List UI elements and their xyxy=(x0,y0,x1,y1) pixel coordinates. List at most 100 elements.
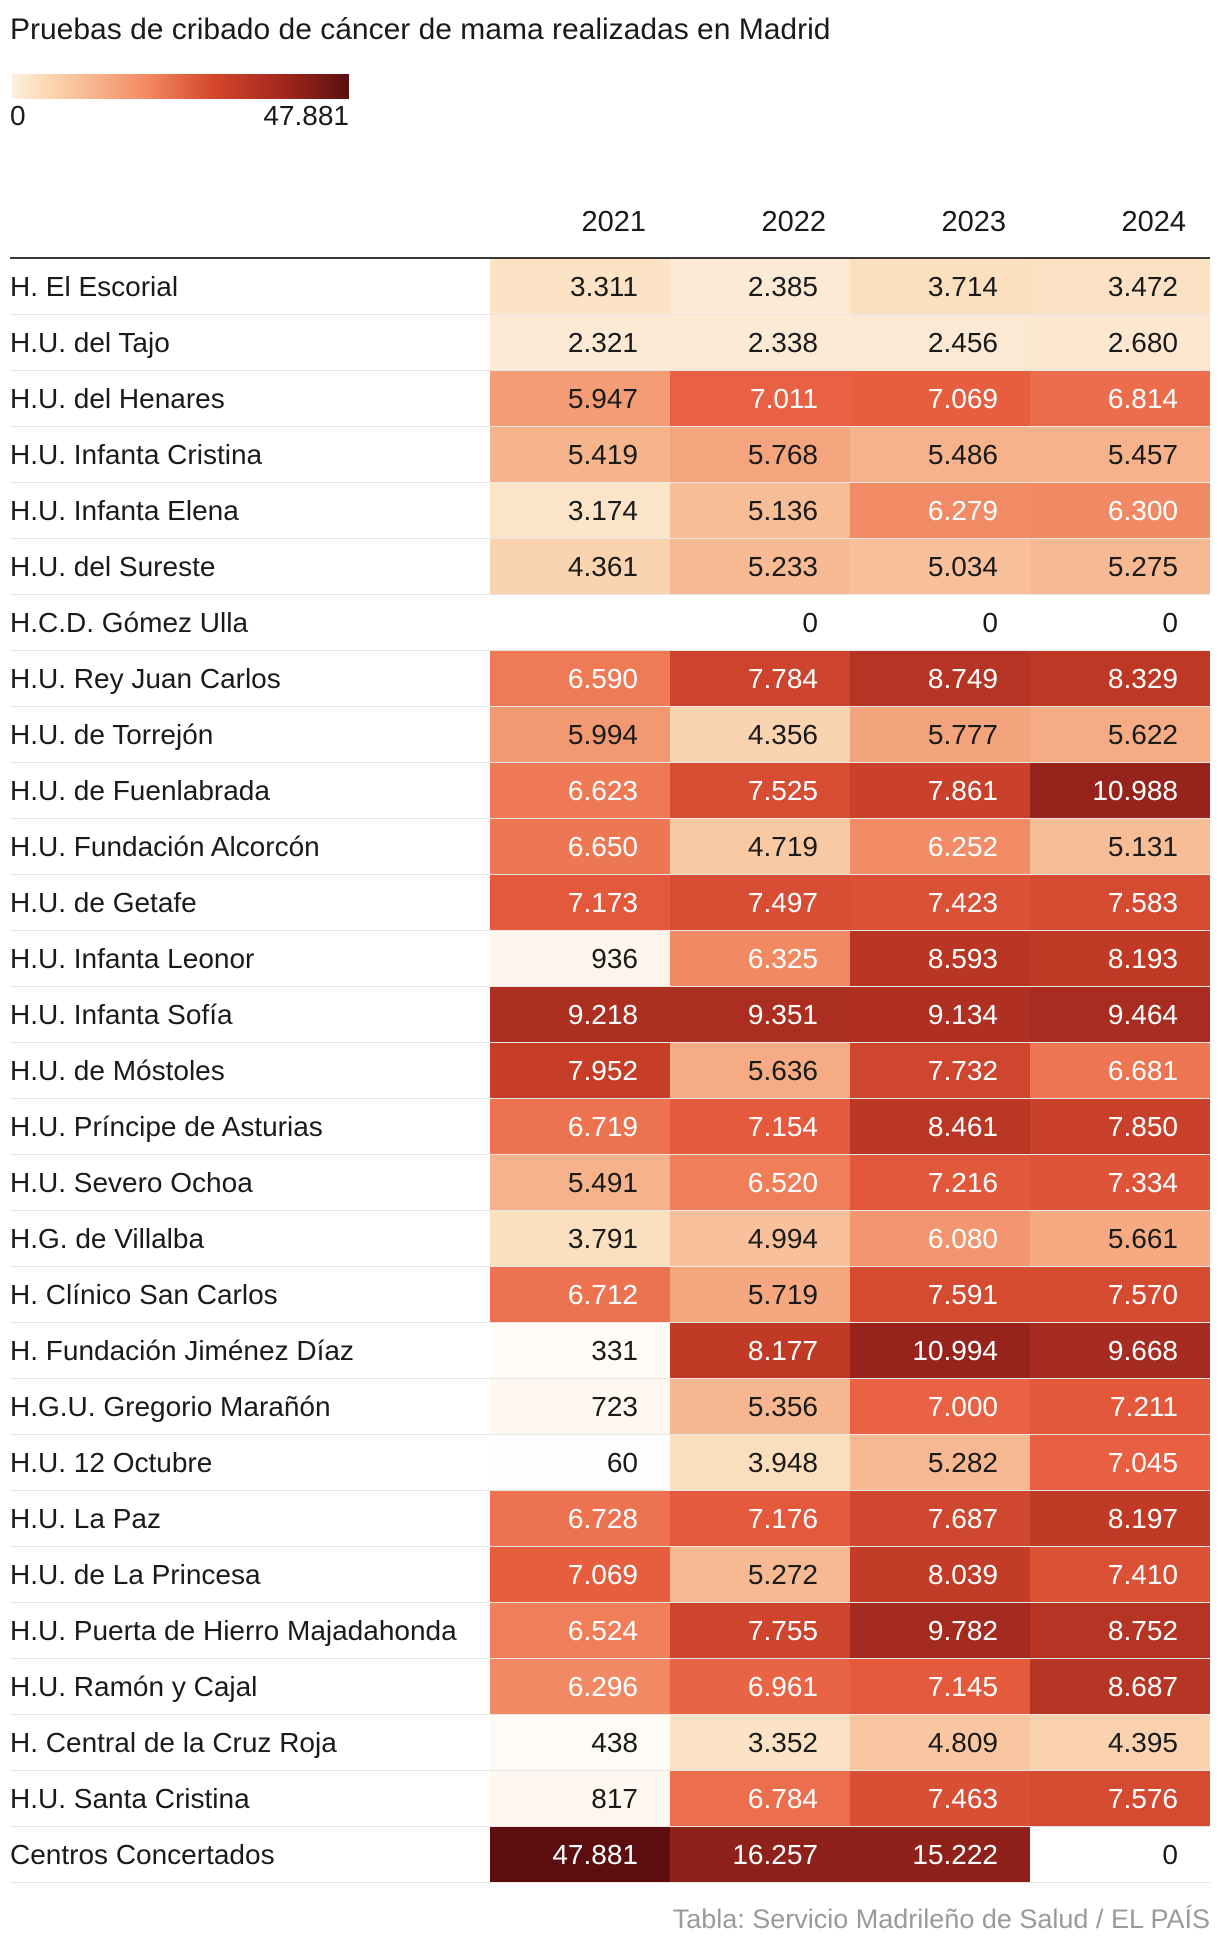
header-year: 2022 xyxy=(670,176,850,259)
row-label: H.U. La Paz xyxy=(10,1490,490,1547)
heatmap-cell: 7.176 xyxy=(670,1490,850,1547)
table-row: H.G. de Villalba 3.791 4.994 6.080 5.661 xyxy=(10,1210,1210,1267)
heatmap-cell: 817 xyxy=(490,1770,670,1827)
row-label: H. Clínico San Carlos xyxy=(10,1266,490,1323)
heatmap-cell: 5.994 xyxy=(490,706,670,763)
heatmap-cell: 8.193 xyxy=(1030,930,1210,987)
heatmap-cell: 7.069 xyxy=(490,1546,670,1603)
row-label: H.U. de La Princesa xyxy=(10,1546,490,1603)
table-row: H.U. Santa Cristina 817 6.784 7.463 7.576 xyxy=(10,1770,1210,1827)
row-label: H.U. de Móstoles xyxy=(10,1042,490,1099)
header-name xyxy=(10,176,490,259)
heatmap-cell: 7.755 xyxy=(670,1602,850,1659)
heatmap-cell: 438 xyxy=(490,1714,670,1771)
table-row: H.U. Puerta de Hierro Majadahonda 6.524 7.… xyxy=(10,1602,1210,1659)
heatmap-cell: 7.173 xyxy=(490,874,670,931)
heatmap-cell: 4.395 xyxy=(1030,1714,1210,1771)
heatmap-cell: 7.583 xyxy=(1030,874,1210,931)
row-label: H.U. 12 Octubre xyxy=(10,1434,490,1491)
heatmap-cell: 6.520 xyxy=(670,1154,850,1211)
table-row: H.U. Ramón y Cajal 6.296 6.961 7.145 8.687 xyxy=(10,1658,1210,1715)
heatmap-cell: 7.463 xyxy=(850,1770,1030,1827)
heatmap-cell: 7.145 xyxy=(850,1658,1030,1715)
row-label: H.U. Infanta Leonor xyxy=(10,930,490,987)
heatmap-cell: 3.311 xyxy=(490,258,670,315)
heatmap-cell: 47.881 xyxy=(490,1826,670,1883)
row-label: H.U. Ramón y Cajal xyxy=(10,1658,490,1715)
heatmap-cell: 7.497 xyxy=(670,874,850,931)
heatmap-cell: 3.791 xyxy=(490,1210,670,1267)
heatmap-cell: 331 xyxy=(490,1322,670,1379)
heatmap-cell: 5.768 xyxy=(670,426,850,483)
heatmap-cell: 5.661 xyxy=(1030,1210,1210,1267)
table-row: H. Clínico San Carlos 6.712 5.719 7.591 7.57… xyxy=(10,1266,1210,1323)
heatmap-cell: 6.623 xyxy=(490,762,670,819)
heatmap-cell: 3.174 xyxy=(490,482,670,539)
table-row: H.U. Fundación Alcorcón 6.650 4.719 6.252 5.… xyxy=(10,818,1210,875)
header-year: 2021 xyxy=(490,176,670,259)
heatmap-cell: 7.850 xyxy=(1030,1098,1210,1155)
heatmap-cell: 8.461 xyxy=(850,1098,1030,1155)
heatmap-cell: 3.352 xyxy=(670,1714,850,1771)
table-row: H.U. de Getafe 7.173 7.497 7.423 7.583 xyxy=(10,874,1210,931)
table-row: H.U. Infanta Sofía 9.218 9.351 9.134 9.464 xyxy=(10,986,1210,1043)
table-row: H.U. Infanta Elena 3.174 5.136 6.279 6.300 xyxy=(10,482,1210,539)
heatmap-cell: 7.000 xyxy=(850,1378,1030,1435)
row-label: H.C.D. Gómez Ulla xyxy=(10,594,490,651)
heatmap-cell: 5.491 xyxy=(490,1154,670,1211)
header-row: 2021 2022 2023 2024 xyxy=(10,176,1210,259)
heatmap-cell: 4.994 xyxy=(670,1210,850,1267)
heatmap-cell: 7.591 xyxy=(850,1266,1030,1323)
table-row: H.G.U. Gregorio Marañón 723 5.356 7.000 7.21… xyxy=(10,1378,1210,1435)
heatmap-cell: 9.218 xyxy=(490,986,670,1043)
heatmap-cell: 5.034 xyxy=(850,538,1030,595)
row-label: Centros Concertados xyxy=(10,1826,490,1883)
heatmap-cell: 5.486 xyxy=(850,426,1030,483)
heatmap-cell: 0 xyxy=(670,594,850,651)
heatmap-cell: 8.593 xyxy=(850,930,1030,987)
table-row: H.U. del Henares 5.947 7.011 7.069 6.814 xyxy=(10,370,1210,427)
heatmap-cell: 2.680 xyxy=(1030,314,1210,371)
table-row: H.U. de La Princesa 7.069 5.272 8.039 7.410 xyxy=(10,1546,1210,1603)
heatmap-cell: 6.681 xyxy=(1030,1042,1210,1099)
table-row: H.U. del Sureste 4.361 5.233 5.034 5.275 xyxy=(10,538,1210,595)
table-row: H.U. Infanta Cristina 5.419 5.768 5.486 5.45… xyxy=(10,426,1210,483)
heatmap-cell: 5.272 xyxy=(670,1546,850,1603)
heatmap-cell: 16.257 xyxy=(670,1826,850,1883)
heatmap-cell: 6.961 xyxy=(670,1658,850,1715)
heatmap-cell: 6.080 xyxy=(850,1210,1030,1267)
heatmap-cell: 4.361 xyxy=(490,538,670,595)
heatmap-cell: 5.136 xyxy=(670,482,850,539)
heatmap-cell: 9.134 xyxy=(850,986,1030,1043)
heatmap-cell: 7.952 xyxy=(490,1042,670,1099)
heatmap-cell: 8.197 xyxy=(1030,1490,1210,1547)
table-row: H.C.D. Gómez Ulla 0 0 0 xyxy=(10,594,1210,651)
heatmap-cell: 7.784 xyxy=(670,650,850,707)
heatmap-cell: 0 xyxy=(850,594,1030,651)
chart-title: Pruebas de cribado de cáncer de mama rea… xyxy=(10,13,831,46)
row-label: H.U. del Tajo xyxy=(10,314,490,371)
heatmap-cell: 5.622 xyxy=(1030,706,1210,763)
heatmap-cell: 936 xyxy=(490,930,670,987)
heatmap-cell: 8.329 xyxy=(1030,650,1210,707)
heatmap-cell: 2.385 xyxy=(670,258,850,315)
heatmap-cell: 3.472 xyxy=(1030,258,1210,315)
table-row: H. Fundación Jiménez Díaz 331 8.177 10.994 9… xyxy=(10,1322,1210,1379)
heatmap-cell: 10.988 xyxy=(1030,762,1210,819)
heatmap-cell: 6.296 xyxy=(490,1658,670,1715)
heatmap-cell: 6.252 xyxy=(850,818,1030,875)
heatmap-cell: 7.216 xyxy=(850,1154,1030,1211)
row-label: H.U. Infanta Sofía xyxy=(10,986,490,1043)
heatmap-cell: 7.576 xyxy=(1030,1770,1210,1827)
row-label: H.U. Rey Juan Carlos xyxy=(10,650,490,707)
row-label: H.U. del Sureste xyxy=(10,538,490,595)
heatmap-cell: 5.419 xyxy=(490,426,670,483)
heatmap-cell: 9.464 xyxy=(1030,986,1210,1043)
row-label: H. Central de la Cruz Roja xyxy=(10,1714,490,1771)
heatmap-cell: 0 xyxy=(1030,1826,1210,1883)
heatmap-cell: 7.410 xyxy=(1030,1546,1210,1603)
heatmap-cell: 10.994 xyxy=(850,1322,1030,1379)
heatmap-cell: 9.351 xyxy=(670,986,850,1043)
heatmap-cell: 5.131 xyxy=(1030,818,1210,875)
heatmap-cell: 5.233 xyxy=(670,538,850,595)
